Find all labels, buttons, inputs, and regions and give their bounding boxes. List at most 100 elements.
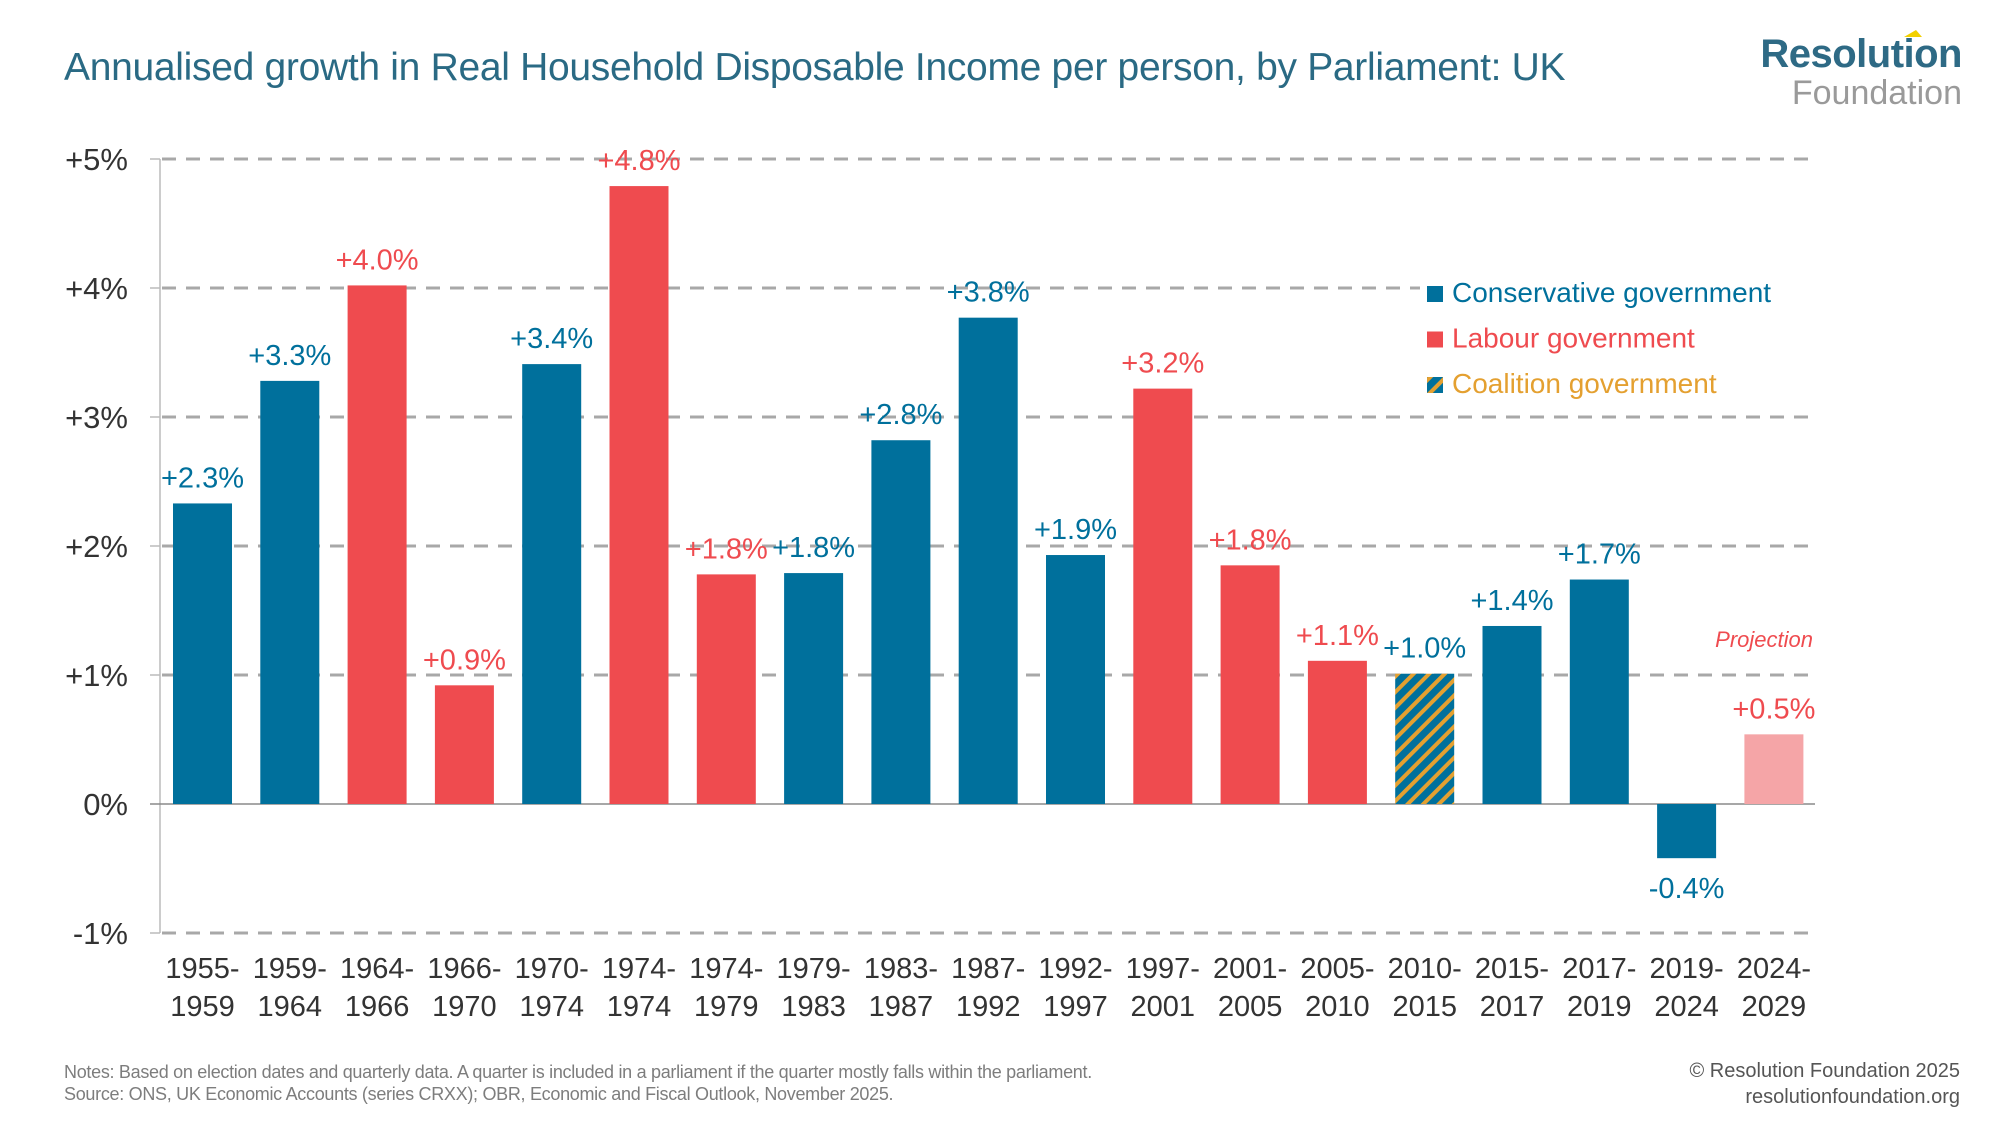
x-tick-label: 2005-	[1300, 953, 1374, 985]
y-tick-label: -1%	[73, 916, 128, 951]
bar-1987-1992	[958, 317, 1018, 804]
value-label: -0.4%	[1649, 873, 1725, 905]
y-tick-label: +1%	[65, 658, 128, 693]
x-tick-label: 1992	[956, 991, 1021, 1023]
notes-text: Notes: Based on election dates and quart…	[64, 1062, 1092, 1082]
labour-legend-swatch-icon	[1427, 331, 1443, 348]
bar-2017-2019	[1569, 579, 1629, 804]
legend-item-coalition: Coalition government	[1452, 368, 1717, 399]
x-tick-label: 1964	[258, 991, 323, 1023]
x-tick-label: 2005	[1218, 991, 1283, 1023]
x-tick-label: 1992-	[1038, 953, 1112, 985]
x-tick-label: 2024	[1654, 991, 1719, 1023]
x-tick-label: 1964-	[340, 953, 414, 985]
x-tick-label: 1987-	[951, 953, 1025, 985]
x-tick-label: 1974-	[689, 953, 763, 985]
x-tick-label: 2024-	[1737, 953, 1811, 985]
x-tick-label: 1974	[519, 991, 584, 1023]
legend-item-labour: Labour government	[1452, 323, 1695, 354]
value-label: +4.0%	[336, 244, 419, 276]
x-axis-ticks: 1955- 1959 1959- 1964 1964- 1966 1966- 1970 1970…	[165, 953, 1811, 1023]
notes-block: Notes: Based on election dates and quart…	[64, 1061, 1092, 1105]
bar-1974-1979	[696, 574, 756, 804]
value-label: +1.1%	[1296, 620, 1379, 652]
value-label: +1.7%	[1558, 539, 1641, 571]
copyright-text: © Resolution Foundation 2025	[1689, 1060, 1960, 1082]
projection-annotation: Projection	[1715, 627, 1813, 652]
x-tick-label: 1966-	[427, 953, 501, 985]
bar-1997-2001	[1133, 388, 1193, 804]
value-label: +1.8%	[772, 532, 855, 564]
value-label: +1.8%	[685, 533, 768, 565]
bar-2005-2010	[1307, 660, 1367, 804]
logo-text-top: Resolution	[1760, 32, 1962, 76]
x-tick-label: 1983	[781, 991, 846, 1023]
conservative-legend-swatch-icon	[1427, 286, 1443, 302]
x-tick-label: 1974-	[602, 953, 676, 985]
x-tick-label: 2001-	[1213, 953, 1287, 985]
x-tick-label: 2019	[1567, 991, 1632, 1023]
copyright-block: © Resolution Foundation 2025 resolutionf…	[1690, 1058, 1960, 1110]
legend: Conservative government Labour government…	[1420, 268, 1815, 406]
value-label: +2.8%	[859, 399, 942, 431]
bar-1955-1959	[173, 503, 232, 804]
bar-1966-1970	[434, 685, 494, 804]
value-label: +3.2%	[1121, 348, 1204, 380]
legend-background	[1420, 268, 1815, 406]
x-tick-label: 2015	[1392, 991, 1457, 1023]
bar-1964-1966	[347, 285, 407, 804]
x-tick-label: 2017	[1480, 991, 1545, 1023]
bar-1959-1964	[260, 380, 320, 804]
bar-1979-1983	[784, 573, 844, 804]
bar-2015-2017	[1482, 625, 1542, 804]
y-tick-label: +2%	[65, 529, 128, 564]
y-tick-label: +3%	[65, 400, 128, 435]
x-tick-label: 1955-	[165, 953, 239, 985]
bar-2010-2015	[1395, 673, 1455, 804]
y-tick-label: +4%	[65, 271, 128, 306]
x-tick-label: 1979-	[777, 953, 851, 985]
chart-title: Annualised growth in Real Household Disp…	[64, 46, 1566, 89]
value-label: +3.4%	[510, 323, 593, 355]
bar-1992-1997	[1046, 555, 1105, 804]
x-tick-label: 2010-	[1388, 953, 1462, 985]
x-tick-label: 1987	[869, 991, 934, 1023]
x-tick-label: 2029	[1742, 991, 1807, 1023]
value-label: +1.9%	[1034, 514, 1117, 546]
value-label: +1.0%	[1383, 633, 1466, 665]
x-tick-label: 1959-	[253, 953, 327, 985]
value-labels: +2.3%+3.3%+4.0%+0.9%+3.4%+4.8%+1.8% +1.8%…	[161, 145, 1815, 905]
x-tick-label: 1983-	[864, 953, 938, 985]
value-label: +4.8%	[597, 145, 680, 177]
x-tick-label: 1974	[607, 991, 672, 1023]
x-tick-label: 2010	[1305, 991, 1370, 1023]
x-tick-label: 2001	[1131, 991, 1196, 1023]
x-tick-label: 1970	[432, 991, 497, 1023]
x-tick-label: 1997	[1043, 991, 1108, 1023]
resolution-foundation-logo: Resolution Foundation	[1730, 30, 1962, 112]
x-tick-label: 1966	[345, 991, 410, 1023]
x-tick-label: 1970-	[515, 953, 589, 985]
logo-accent-icon	[1904, 30, 1922, 37]
x-tick-label: 1997-	[1126, 953, 1200, 985]
logo-text-bottom: Foundation	[1791, 74, 1962, 112]
x-tick-label: 2017-	[1562, 953, 1636, 985]
bar-1983-1987	[871, 440, 931, 804]
coalition-legend-swatch-icon	[1427, 377, 1443, 393]
value-label: +1.4%	[1470, 585, 1553, 617]
value-label: +3.3%	[248, 340, 331, 372]
bar-1974-1974	[609, 186, 669, 805]
y-tick-label: 0%	[83, 787, 128, 822]
bar-2019-2024	[1657, 804, 1717, 859]
bar-2024-2029	[1744, 734, 1804, 804]
y-axis-ticks: +5% +4% +3% +2% +1% 0% -1%	[65, 142, 128, 951]
legend-item-conservative: Conservative government	[1452, 277, 1771, 308]
bars	[173, 186, 1804, 859]
value-label: +0.5%	[1732, 693, 1815, 725]
x-tick-label: 2019-	[1650, 953, 1724, 985]
website-link[interactable]: resolutionfoundation.org	[1745, 1086, 1960, 1108]
bar-1970-1974	[522, 364, 582, 804]
y-tick-label: +5%	[65, 142, 128, 177]
source-text: Source: ONS, UK Economic Accounts (serie…	[64, 1084, 894, 1104]
